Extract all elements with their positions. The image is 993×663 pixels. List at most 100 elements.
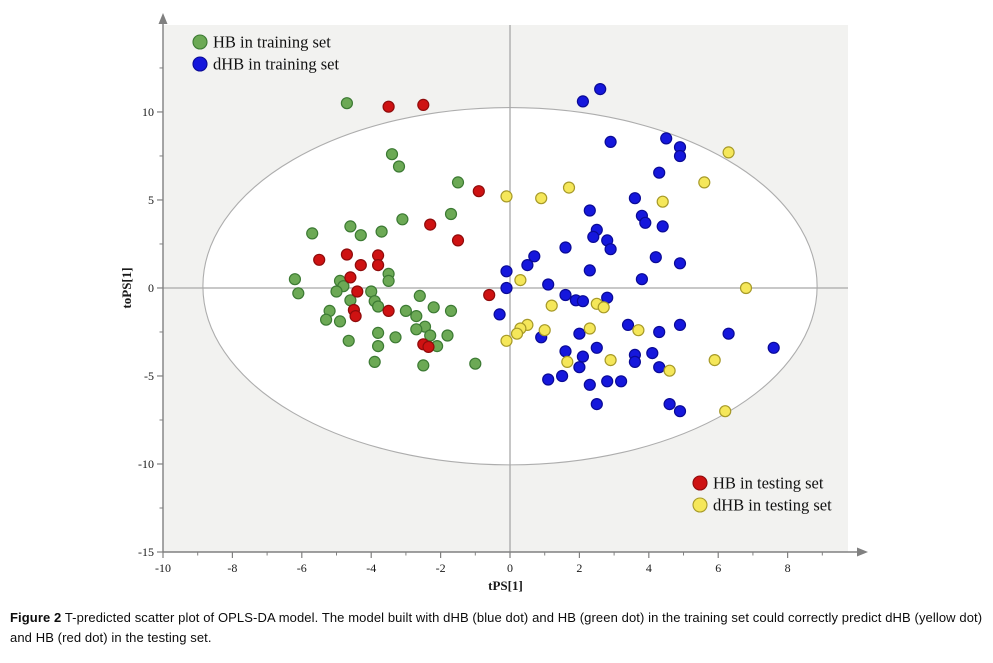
x-tick-label: 0	[507, 561, 513, 575]
y-tick-label: -15	[138, 545, 154, 559]
point-hb-training	[451, 176, 465, 189]
axes: -10 -8 -6 -4 -2 0 2 4 6 8-15-10-50510tPS[1]toPS[1…	[119, 13, 868, 593]
y-tick-label: -10	[138, 457, 154, 471]
point-dhb-training	[656, 220, 669, 233]
point-dhb-training	[614, 375, 628, 388]
point-dhb-training	[573, 327, 586, 340]
point-dhb-training	[653, 325, 666, 339]
point-dhb-training	[576, 350, 590, 363]
figure-caption-label: Figure 2	[10, 610, 62, 625]
point-hb-testing	[344, 271, 357, 284]
point-dhb-testing	[535, 192, 548, 205]
point-dhb-training	[653, 361, 666, 374]
point-hb-testing	[340, 248, 353, 261]
point-hb-training	[441, 329, 454, 342]
x-tick-label: 2	[576, 561, 582, 575]
point-dhb-training	[583, 264, 596, 277]
legend-label-dhb-testing: dHB in testing set	[713, 496, 832, 515]
point-hb-training	[385, 148, 399, 161]
point-hb-training	[333, 315, 347, 328]
point-dhb-training	[621, 318, 635, 331]
point-dhb-testing	[545, 299, 558, 312]
point-hb-training	[292, 287, 305, 300]
x-axis-arrow-icon	[857, 547, 868, 557]
point-dhb-training	[493, 308, 506, 321]
point-hb-testing	[422, 340, 435, 353]
point-dhb-training	[573, 361, 586, 374]
point-dhb-training	[601, 375, 614, 388]
legend-label-dhb-training: dHB in training set	[213, 55, 339, 74]
point-dhb-training	[559, 241, 572, 254]
point-hb-training	[413, 289, 426, 302]
point-hb-training	[444, 207, 458, 221]
point-dhb-training	[587, 230, 600, 243]
legend-bottom-right: HB in testing set dHB in testing set	[692, 474, 832, 515]
point-dhb-testing	[739, 281, 753, 295]
point-dhb-testing	[562, 181, 576, 194]
point-hb-training	[344, 220, 357, 233]
series-dhb-testing	[500, 146, 753, 418]
point-hb-training	[427, 301, 440, 314]
x-tick-label: -6	[297, 561, 307, 575]
point-hb-training	[424, 329, 437, 342]
point-dhb-testing	[719, 405, 732, 418]
y-axis-arrow-icon	[158, 13, 168, 24]
point-dhb-training	[673, 318, 687, 331]
y-tick-label: 5	[148, 193, 154, 207]
point-hb-training	[396, 213, 409, 226]
point-hb-training	[342, 334, 355, 347]
legend-marker-hb-training-icon	[192, 34, 208, 50]
point-hb-training	[330, 285, 343, 298]
legend-label-hb-training: HB in training set	[213, 33, 331, 52]
x-axis-title: tPS[1]	[488, 578, 523, 593]
legend-marker-dhb-training-icon	[192, 56, 208, 72]
point-dhb-training	[590, 398, 603, 411]
y-axis-title: toPS[1]	[119, 267, 134, 308]
point-hb-training	[306, 227, 319, 240]
scatter-plot: -10 -8 -6 -4 -2 0 2 4 6 8 -15 -10 -5 0 5 10 tPS[1] toPS[1…	[119, 13, 868, 593]
point-dhb-testing	[514, 274, 527, 287]
point-dhb-training	[500, 265, 513, 278]
point-hb-training	[410, 310, 423, 323]
point-hb-testing	[372, 259, 385, 272]
point-hb-testing	[382, 100, 395, 113]
series-hb-training	[288, 97, 482, 372]
figure-caption: Figure 2 T-predicted scatter plot of OPL…	[10, 608, 983, 648]
point-dhb-training	[653, 166, 666, 179]
point-dhb-training	[604, 243, 617, 256]
point-hb-training	[368, 355, 381, 368]
point-hb-testing	[472, 185, 485, 198]
point-dhb-training	[583, 378, 596, 391]
point-dhb-training	[583, 204, 596, 217]
point-dhb-training	[660, 132, 673, 145]
point-dhb-training	[673, 149, 687, 163]
point-dhb-training	[635, 273, 649, 286]
point-dhb-training	[521, 259, 534, 272]
x-tick-label: 8	[785, 561, 791, 575]
point-hb-testing	[354, 259, 367, 272]
point-hb-training	[469, 357, 482, 370]
point-dhb-training	[639, 216, 652, 229]
point-hb-training	[340, 97, 353, 110]
y-tick-label: 10	[142, 105, 154, 119]
point-dhb-testing	[500, 334, 513, 347]
legend-top-left: HB in training set dHB in training set	[192, 33, 339, 74]
x-tick-label: -4	[366, 561, 376, 575]
point-dhb-testing	[663, 364, 676, 377]
y-tick-label: 0	[148, 281, 154, 295]
point-dhb-training	[722, 327, 735, 340]
point-dhb-testing	[632, 324, 645, 337]
point-hb-training	[417, 359, 430, 372]
point-dhb-training	[528, 250, 541, 263]
x-tick-label: 4	[646, 561, 652, 575]
x-tick-label: -10	[155, 561, 171, 575]
point-dhb-training	[576, 295, 590, 308]
point-hb-testing	[483, 288, 496, 302]
point-dhb-training	[559, 288, 572, 302]
x-tick-label: -2	[436, 561, 446, 575]
point-hb-training	[372, 300, 385, 313]
point-dhb-testing	[597, 301, 610, 314]
point-hb-training	[320, 313, 333, 326]
point-dhb-training	[590, 341, 603, 354]
